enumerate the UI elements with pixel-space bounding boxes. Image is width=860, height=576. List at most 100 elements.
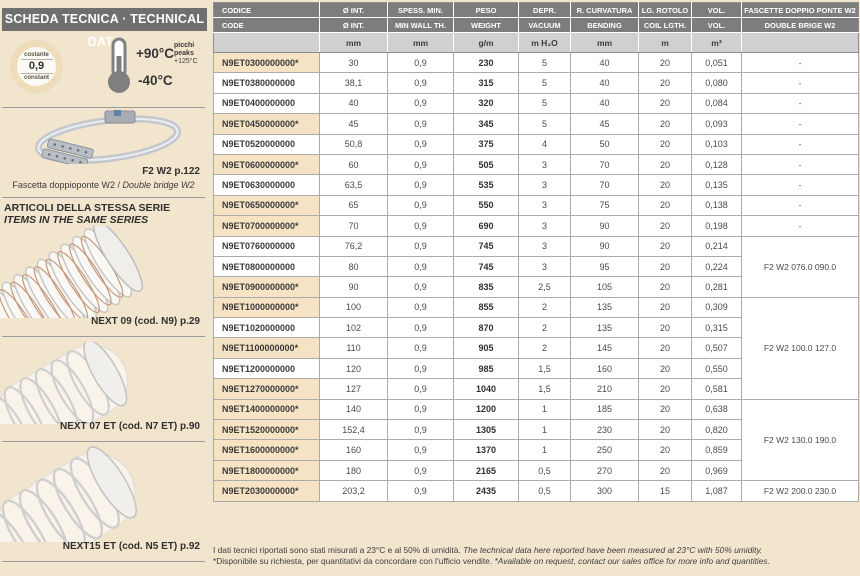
value-cell: 0,128: [691, 153, 742, 176]
code-cell: N9ET0520000000: [213, 133, 320, 155]
value-cell: 90: [570, 215, 639, 237]
value-cell: 152,4: [319, 419, 388, 441]
value-cell: 1: [518, 419, 571, 441]
peaks-label-en: peaks: [174, 50, 194, 57]
value-cell: 40: [319, 92, 388, 115]
footer-notes: I dati tecnici riportati sono stati misu…: [213, 545, 860, 566]
value-cell: 375: [453, 133, 519, 155]
sidebar-divider: [2, 441, 205, 442]
value-cell: 0,9: [387, 439, 454, 461]
code-cell: N9ET1270000000*: [213, 378, 320, 400]
peaks-value: +125°C: [174, 58, 198, 65]
value-cell: 3: [518, 255, 571, 278]
value-cell: 20: [638, 439, 692, 461]
clamp-cell: -: [741, 194, 859, 217]
column-header-it-1: Ø INT.: [319, 2, 388, 18]
spec-table: CODICE Ø INT. SPESS. MIN. PESO DEPR. R. CURVA…: [213, 2, 859, 502]
value-cell: 0,638: [691, 398, 742, 421]
value-cell: 140: [319, 398, 388, 421]
value-cell: 0,9: [387, 215, 454, 237]
column-header-it-0: CODICE: [213, 2, 320, 18]
value-cell: 0,5: [518, 459, 571, 482]
badge-divider: [20, 73, 53, 74]
clamp-cell: F2 W2 130.0 190.0: [741, 398, 859, 482]
table-row: N9ET0630000000 63,5 0,9 535 3 70 20 0,135-: [213, 174, 859, 196]
value-cell: 0,135: [691, 174, 742, 196]
clamp-caption-separator: /: [115, 180, 123, 190]
value-cell: 0,9: [387, 459, 454, 482]
table-row: N9ET1520000000* 152,4 0,9 1305 1 230 20 0,820: [213, 419, 859, 441]
value-cell: 105: [570, 276, 639, 298]
value-cell: 120: [319, 357, 388, 380]
table-row: N9ET0600000000* 60 0,9 505 3 70 20 0,128-: [213, 153, 859, 176]
table-row: N9ET0760000000 76,2 0,9 745 3 90 20 0,214 F2 W2 …: [213, 235, 859, 298]
value-cell: 0,9: [387, 296, 454, 319]
sidebar: SCHEDA TECNICA · TECHNICAL DATA costante…: [0, 0, 210, 576]
value-cell: 5: [518, 51, 571, 74]
value-cell: 0,9: [387, 51, 454, 74]
value-cell: 870: [453, 317, 519, 339]
badge-label-en: constant: [23, 75, 49, 81]
sidebar-divider: [2, 107, 205, 108]
clamp-caption-en: Double bridge W2: [122, 180, 195, 190]
column-header-it-6: LG. ROTOLO: [638, 2, 692, 18]
value-cell: 45: [319, 113, 388, 135]
value-cell: 270: [570, 459, 639, 482]
value-cell: 40: [570, 72, 639, 94]
value-cell: 100: [319, 296, 388, 319]
code-cell: N9ET0450000000*: [213, 113, 320, 135]
value-cell: 95: [570, 255, 639, 278]
value-cell: 50: [570, 133, 639, 155]
clamp-cell: -: [741, 113, 859, 135]
value-cell: 70: [570, 153, 639, 176]
spec-table-head: CODICE Ø INT. SPESS. MIN. PESO DEPR. R. CURVA…: [213, 2, 859, 53]
value-cell: 0,9: [387, 92, 454, 115]
code-cell: N9ET0800000000: [213, 255, 320, 278]
value-cell: 0,5: [518, 480, 571, 502]
value-cell: 30: [319, 51, 388, 74]
page-title: SCHEDA TECNICA · TECHNICAL DATA: [2, 8, 207, 49]
value-cell: 320: [453, 92, 519, 115]
table-row: N9ET1000000000* 100 0,9 855 2 135 20 0,309 F2 W2…: [213, 296, 859, 400]
clamp-cell: -: [741, 153, 859, 176]
hose-image-next15et: [0, 446, 137, 542]
table-row: N9ET0520000000 50,8 0,9 375 4 50 20 0,103-: [213, 133, 859, 155]
units-row: mm mm g/m m H₂O mm m m³: [213, 32, 859, 53]
value-cell: 76,2: [319, 235, 388, 257]
code-cell: N9ET1600000000*: [213, 439, 320, 461]
value-cell: 0,315: [691, 317, 742, 339]
footer-note-availability: *Disponibile su richiesta, per quantitat…: [213, 556, 860, 567]
value-cell: 835: [453, 276, 519, 298]
value-cell: 180: [319, 459, 388, 482]
value-cell: 985: [453, 357, 519, 380]
value-cell: 0,9: [387, 194, 454, 217]
clamp-caption-it: Fascetta doppioponte W2: [12, 180, 115, 190]
badge-label-it: costante: [24, 52, 49, 58]
code-cell: N9ET1020000000: [213, 317, 320, 339]
hose-image-next07et: [0, 342, 128, 424]
table-row: N9ET0650000000* 65 0,9 550 3 75 20 0,138-: [213, 194, 859, 217]
table-row: N9ET1100000000* 110 0,9 905 2 145 20 0,507: [213, 337, 859, 359]
table-row: N9ET2030000000* 203,2 0,9 2435 0,5 300 15 1,087…: [213, 480, 859, 502]
unit-cell-8: [741, 32, 859, 53]
column-header-en-4: VACUUM: [518, 17, 571, 33]
badge-divider: [20, 59, 53, 60]
code-cell: N9ET0630000000: [213, 174, 320, 196]
value-cell: 20: [638, 113, 692, 135]
value-cell: 0,138: [691, 194, 742, 217]
value-cell: 0,9: [387, 357, 454, 380]
value-cell: 160: [570, 357, 639, 380]
table-row: N9ET1020000000 102 0,9 870 2 135 20 0,315: [213, 317, 859, 339]
value-cell: 300: [570, 480, 639, 502]
value-cell: 0,507: [691, 337, 742, 359]
value-cell: 315: [453, 72, 519, 94]
value-cell: 690: [453, 215, 519, 237]
value-cell: 0,9: [387, 378, 454, 400]
value-cell: 1,5: [518, 378, 571, 400]
peaks-label-it: picchi: [174, 42, 195, 49]
value-cell: 505: [453, 153, 519, 176]
value-cell: 20: [638, 459, 692, 482]
code-cell: N9ET0600000000*: [213, 153, 320, 176]
column-header-en-8: DOUBLE BRIGE W2: [741, 17, 859, 33]
badge-value: 0,9: [28, 60, 45, 72]
